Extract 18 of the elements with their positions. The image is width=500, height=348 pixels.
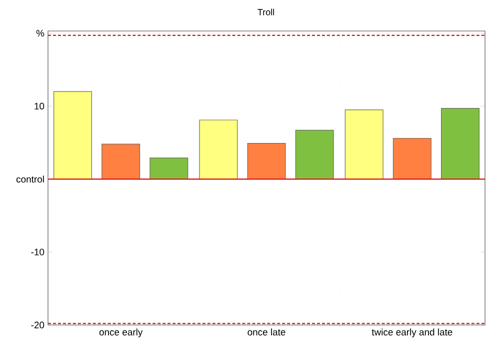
bar — [54, 91, 92, 180]
bar — [102, 144, 140, 180]
bar — [199, 120, 238, 180]
y-tick-label: -10 — [31, 248, 44, 256]
bar — [295, 130, 334, 180]
bar — [392, 138, 432, 180]
y-tick-label: % — [36, 30, 44, 36]
y-tick-label: control — [16, 176, 44, 183]
bar — [344, 109, 384, 180]
y-tick-label: 10 — [34, 102, 44, 110]
bar — [247, 143, 286, 180]
bar — [150, 158, 188, 180]
x-tick-label: twice early and late — [372, 328, 452, 338]
x-tick-label: once late — [248, 328, 286, 336]
x-tick-label: once early — [99, 328, 143, 338]
bar — [441, 108, 480, 180]
chart-title: Troll — [258, 8, 274, 16]
y-tick-label: -20 — [31, 322, 44, 328]
